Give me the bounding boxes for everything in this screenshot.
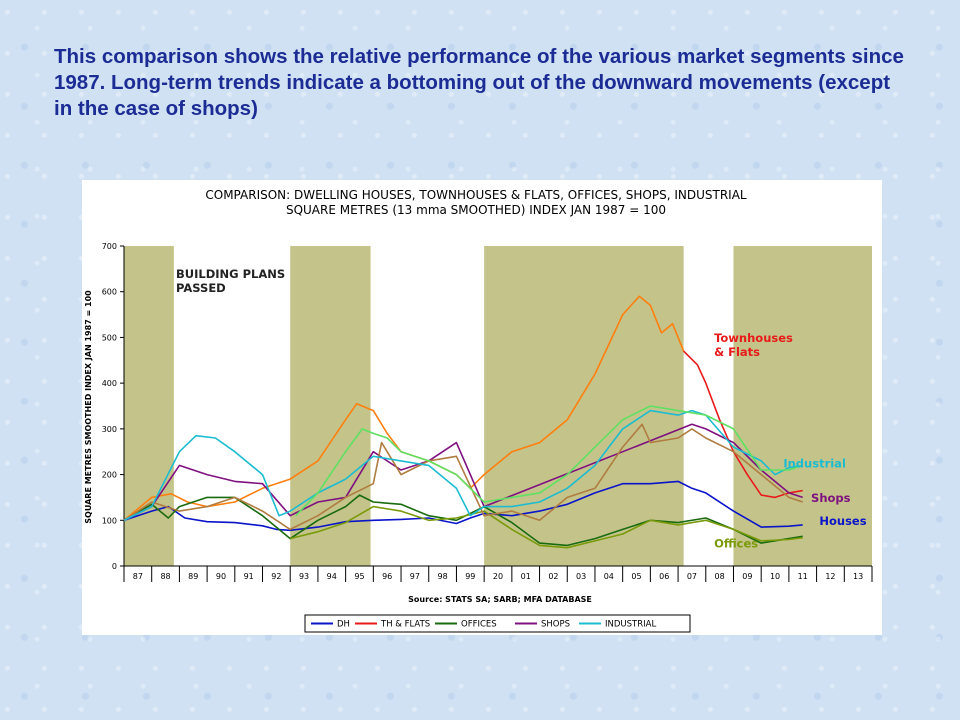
shaded-period-3 bbox=[733, 246, 872, 566]
annotation-industrial: Industrial bbox=[783, 457, 846, 471]
series-line-shops bbox=[123, 423, 803, 522]
y-tick-label: 100 bbox=[102, 516, 117, 525]
series-line-offices_olive bbox=[290, 505, 803, 549]
x-tick-label: 96 bbox=[382, 572, 392, 581]
y-tick-label: 0 bbox=[112, 562, 117, 571]
series-line-thf bbox=[683, 350, 803, 499]
x-tick-label: 95 bbox=[354, 572, 364, 581]
series-line-offices bbox=[123, 494, 803, 547]
y-tick-label: 200 bbox=[102, 471, 117, 480]
x-tick-label: 91 bbox=[244, 572, 254, 581]
x-tick-label: 87 bbox=[133, 572, 143, 581]
shaded-label-line: BUILDING PLANS bbox=[176, 267, 285, 281]
x-tick-label: 08 bbox=[715, 572, 725, 581]
y-axis-label: SQUARE METRES SMOOTHED INDEX JAN 1987 = … bbox=[84, 290, 93, 524]
annotation-shops: Shops bbox=[811, 491, 851, 505]
x-tick-label: 06 bbox=[659, 572, 669, 581]
x-tick-label: 05 bbox=[631, 572, 641, 581]
x-tick-label: 02 bbox=[548, 572, 558, 581]
x-tick-label: 07 bbox=[687, 572, 697, 581]
x-tick-label: 03 bbox=[576, 572, 586, 581]
legend-label: SHOPS bbox=[541, 620, 570, 630]
annotation-houses: Houses bbox=[819, 514, 866, 528]
series-line-dh bbox=[123, 480, 803, 532]
annotation-line: Industrial bbox=[783, 457, 846, 471]
annotation-line: Townhouses bbox=[714, 331, 793, 345]
shaded-period-1 bbox=[290, 246, 371, 566]
x-tick-label: 11 bbox=[798, 572, 808, 581]
headline-text: This comparison shows the relative perfo… bbox=[54, 45, 904, 120]
x-axis-label: Source: STATS SA; SARB; MFA DATABASE bbox=[408, 595, 592, 604]
plot-area: BUILDING PLANS PASSED 0 100 200 300 400 500 600 7… bbox=[102, 242, 873, 582]
legend-label: DH bbox=[337, 620, 350, 630]
series-line-industrial_green bbox=[295, 405, 803, 517]
x-tick-label: 13 bbox=[853, 572, 863, 581]
shaded-label: BUILDING PLANS PASSED bbox=[176, 267, 285, 295]
y-tick-label: 300 bbox=[102, 425, 117, 434]
annotation-offices: Offices bbox=[714, 537, 758, 551]
legend-label: INDUSTRIAL bbox=[605, 620, 656, 630]
x-tick-label: 12 bbox=[825, 572, 835, 581]
x-tick-label: 10 bbox=[770, 572, 780, 581]
shaded-label-line: PASSED bbox=[176, 281, 226, 295]
x-tick-label: 98 bbox=[437, 572, 447, 581]
series-line-shops_brown bbox=[123, 423, 803, 531]
legend-label: TH & FLATS bbox=[380, 620, 430, 630]
legend-label: OFFICES bbox=[461, 620, 497, 630]
legend-box bbox=[304, 614, 691, 633]
x-tick-label: 97 bbox=[410, 572, 420, 581]
y-tick-label: 400 bbox=[102, 379, 117, 388]
annotation-line: Shops bbox=[811, 491, 851, 505]
annotation-townhouses: Townhouses & Flats bbox=[714, 331, 793, 359]
x-tick-label: 90 bbox=[216, 572, 226, 581]
x-tick-label: 20 bbox=[493, 572, 503, 581]
legend: DH TH & FLATS OFFICES SHOPS INDUSTRIAL bbox=[304, 614, 691, 633]
y-tick-label: 600 bbox=[102, 288, 117, 297]
x-tick-label: 92 bbox=[271, 572, 281, 581]
chart-subtitle: SQUARE METRES (13 mma SMOOTHED) INDEX JA… bbox=[286, 203, 666, 217]
x-tick-label: 93 bbox=[299, 572, 309, 581]
annotation-line: Offices bbox=[714, 537, 758, 551]
x-tick-label: 99 bbox=[465, 572, 475, 581]
y-tick-label: 700 bbox=[102, 242, 117, 251]
x-tick-label: 09 bbox=[742, 572, 752, 581]
x-tick-label: 94 bbox=[327, 572, 337, 581]
x-tick-label: 89 bbox=[188, 572, 198, 581]
annotation-line: Houses bbox=[819, 514, 866, 528]
chart-title: COMPARISON: DWELLING HOUSES, TOWNHOUSES … bbox=[205, 188, 747, 202]
x-tick-label: 88 bbox=[160, 572, 170, 581]
x-tick-label: 04 bbox=[604, 572, 614, 581]
y-tick-label: 500 bbox=[102, 333, 117, 342]
x-tick-label: 01 bbox=[521, 572, 531, 581]
annotation-line: & Flats bbox=[714, 345, 760, 359]
